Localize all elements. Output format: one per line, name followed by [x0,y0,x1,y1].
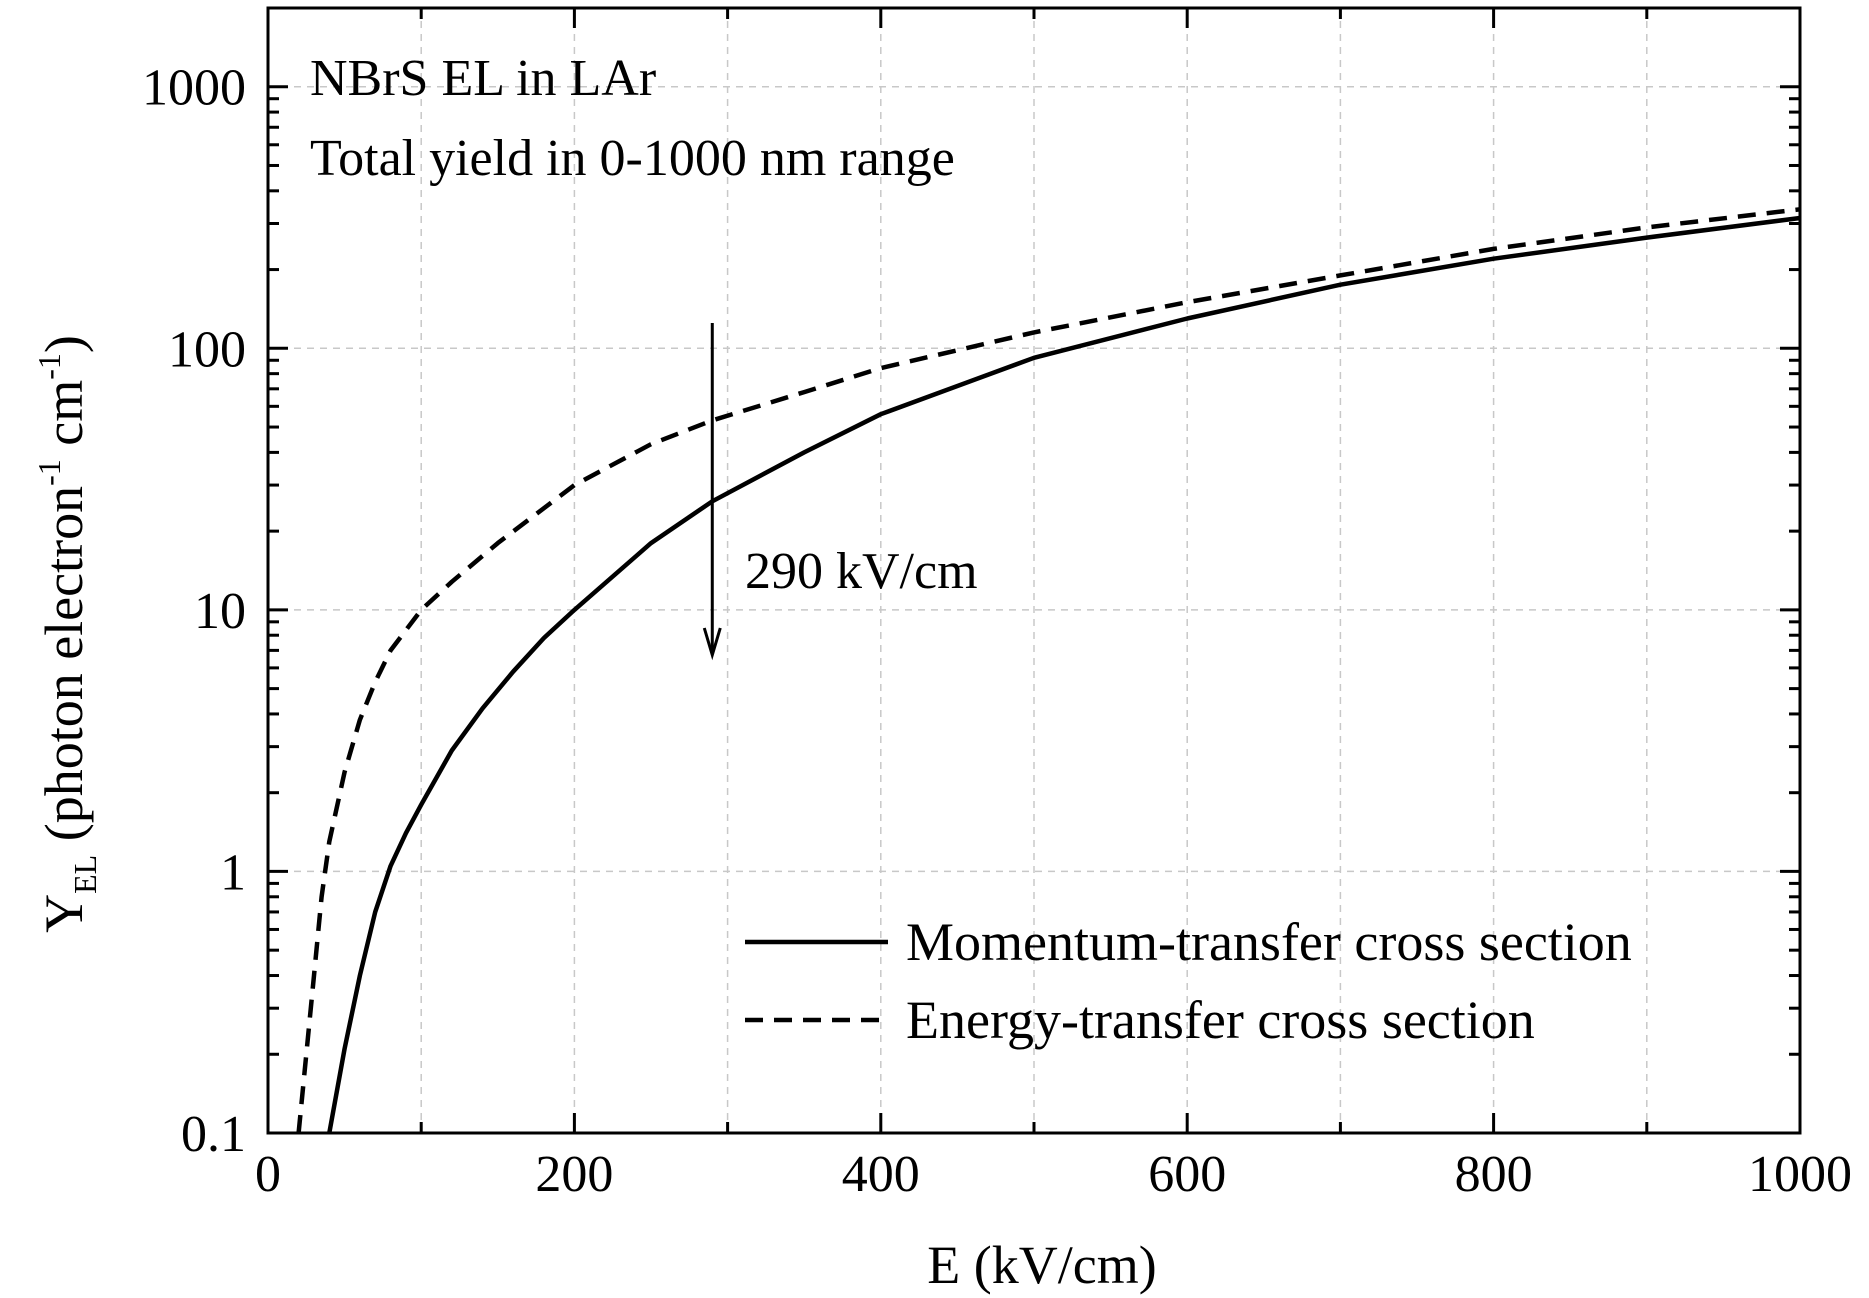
y-title-sup1: -1 [31,459,67,486]
x-tick-label: 400 [842,1146,920,1203]
legend-label: Energy-transfer cross section [906,990,1535,1050]
field-arrow [702,323,722,661]
x-tick-label: 600 [1148,1146,1226,1203]
x-tick-label: 200 [535,1146,613,1203]
y-title-sub: EL [67,855,103,894]
momentum-transfer-series-line [327,215,1801,1134]
annotation-title-line-2: Total yield in 0-1000 nm range [310,130,955,187]
energy-transfer-series-line [296,207,1801,1134]
x-tick-label: 1000 [1748,1146,1852,1203]
legend-label: Momentum-transfer cross section [906,912,1632,972]
y-title-end: ) [34,335,94,353]
legend: Momentum-transfer cross section Energy-tr… [745,912,1632,1050]
y-tick-label: 100 [168,321,246,378]
y-tick-label: 1 [220,844,246,901]
y-title-sup2: -1 [31,353,67,380]
y-axis-title: YEL (photon electron-1 cm-1) [31,335,103,933]
arrow-label: 290 kV/cm [745,543,978,600]
y-title-main: Y [34,894,94,933]
grid [268,8,1800,1133]
arrow-head [702,627,722,661]
y-tick-label: 0.1 [181,1106,246,1163]
y-title-mid: cm [34,380,94,459]
y-tick-label: 10 [194,583,246,640]
x-tick-label: 0 [255,1146,281,1203]
annotation-title-line-1: NBrS EL in LAr [310,50,656,107]
y-tick-label: 1000 [142,60,246,117]
series-layer [296,207,1801,1134]
x-axis-title: E (kV/cm) [927,1235,1156,1295]
x-tick-label: 800 [1455,1146,1533,1203]
y-title-rest: (photon electron [34,486,94,855]
ticks: 0 200 400 600 800 1000 0.1 1 10 100 1000 [142,6,1852,1203]
